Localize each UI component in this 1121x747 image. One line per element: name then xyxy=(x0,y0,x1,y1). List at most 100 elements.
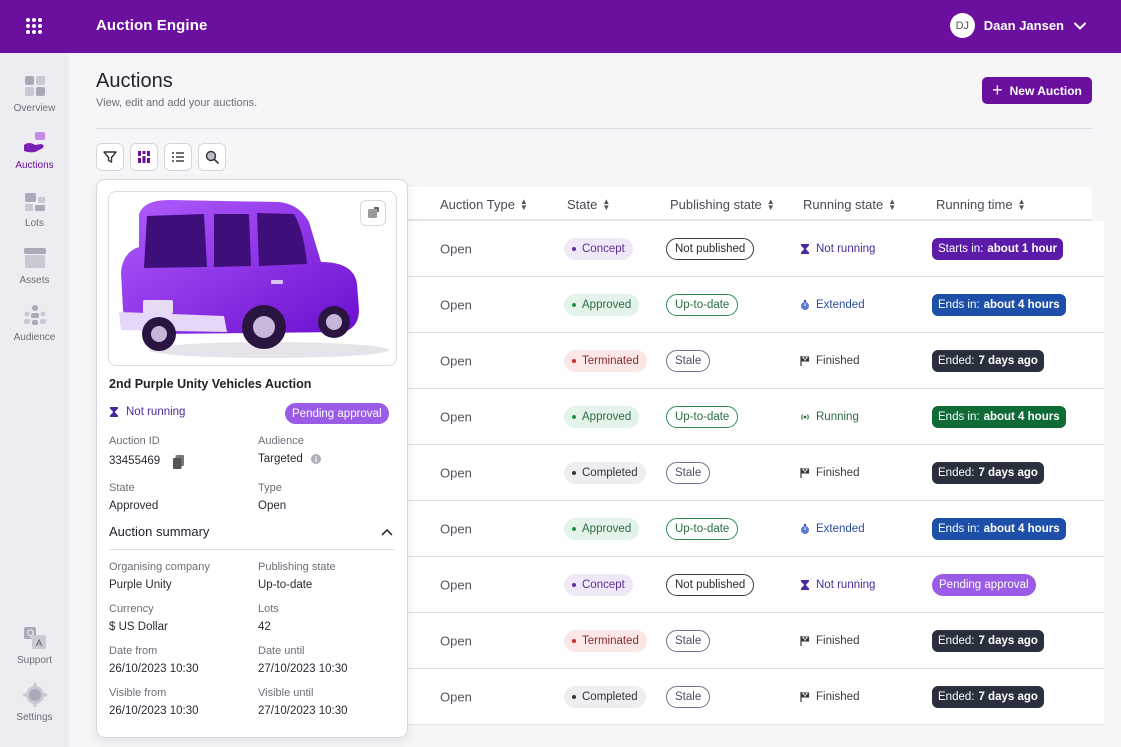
visible-from-label: Visible from xyxy=(109,687,167,699)
column-running-state[interactable]: Running state ▲ ▼ xyxy=(803,196,897,212)
finish-flag-icon xyxy=(800,691,810,702)
user-menu[interactable]: DJ Daan Jansen xyxy=(949,13,1087,38)
running-state: Finished xyxy=(800,635,859,647)
summary-divider xyxy=(109,549,395,550)
app-grid-icon[interactable] xyxy=(26,18,42,34)
lots-icon xyxy=(24,193,45,211)
audience-value: Targeted xyxy=(258,453,303,465)
column-auction-type[interactable]: Auction Type ▲ ▼ xyxy=(440,196,528,212)
visible-from-value: 26/10/2023 10:30 xyxy=(109,705,199,717)
state-badge: Concept xyxy=(564,237,633,260)
auction-type: Open xyxy=(440,521,472,536)
image-edit-icon xyxy=(368,207,379,218)
publishing-badge: Not published xyxy=(666,237,755,260)
audience-icon xyxy=(23,305,46,325)
auction-type: Open xyxy=(440,577,472,592)
sidebar-item-label: Audience xyxy=(13,332,56,343)
sort-icon: ▲ ▼ xyxy=(519,196,528,212)
date-from-label: Date from xyxy=(109,645,158,657)
finish-flag-icon xyxy=(800,355,810,366)
currency-value: $ US Dollar xyxy=(109,621,168,633)
state-badge: Terminated xyxy=(564,349,647,372)
running-time-badge: Ended: 7 days ago xyxy=(932,461,1044,484)
finish-flag-icon xyxy=(800,467,810,478)
auction-id-label: Auction ID xyxy=(109,435,160,447)
state-badge: Approved xyxy=(564,405,640,428)
running-time-badge: Ended: 7 days ago xyxy=(932,349,1044,372)
running-time-badge: Ends in: about 4 hours xyxy=(932,517,1066,540)
running-state: Extended xyxy=(800,523,865,535)
audience-label: Audience xyxy=(258,435,304,447)
stopwatch-icon xyxy=(801,523,809,534)
auction-type: Open xyxy=(440,633,472,648)
stopwatch-icon xyxy=(801,299,809,310)
state-badge: Concept xyxy=(564,573,633,596)
search-button[interactable] xyxy=(198,143,226,171)
hourglass-icon xyxy=(801,243,809,254)
state-badge: Completed xyxy=(564,461,646,484)
new-auction-button[interactable]: + New Auction xyxy=(982,77,1092,104)
running-time-badge: Pending approval xyxy=(932,573,1036,596)
type-value: Open xyxy=(258,500,287,512)
auction-summary-toggle[interactable]: Auction summary xyxy=(109,524,393,539)
svg-text:Q: Q xyxy=(27,628,34,638)
publishing-badge: Stale xyxy=(666,629,711,652)
auction-type: Open xyxy=(440,689,472,704)
page-title: Auctions xyxy=(96,70,173,92)
car-image xyxy=(119,200,389,358)
support-icon: Q A xyxy=(23,627,46,649)
auction-image xyxy=(108,191,397,366)
date-until-value: 27/10/2023 10:30 xyxy=(258,663,348,675)
currency-label: Currency xyxy=(109,603,154,615)
header-divider xyxy=(96,128,1092,129)
sidebar-item-overview[interactable]: Overview xyxy=(0,74,69,114)
info-icon[interactable] xyxy=(311,454,321,464)
plus-icon: + xyxy=(992,79,1003,100)
sidebar-item-auctions[interactable]: Auctions xyxy=(0,131,69,171)
state-value: Approved xyxy=(109,500,159,512)
column-publishing-state[interactable]: Publishing state ▲ ▼ xyxy=(670,196,775,212)
column-running-time[interactable]: Running time ▲ ▼ xyxy=(936,196,1026,212)
publishing-badge: Up-to-date xyxy=(666,405,739,428)
app-title: Auction Engine xyxy=(96,17,208,34)
publishing-badge: Stale xyxy=(666,461,711,484)
filter-icon xyxy=(103,151,117,163)
avatar: DJ xyxy=(949,13,975,38)
visible-until-label: Visible until xyxy=(258,687,314,699)
publishing-badge: Stale xyxy=(666,349,711,372)
sidebar-item-label: Lots xyxy=(25,218,44,229)
search-icon xyxy=(205,150,219,164)
columns-icon xyxy=(138,151,150,163)
list-view-button[interactable] xyxy=(164,143,192,171)
running-time-badge: Ends in: about 4 hours xyxy=(932,293,1066,316)
sidebar-item-assets[interactable]: Assets xyxy=(0,246,69,286)
running-state: Not running xyxy=(800,579,875,591)
publishing-badge: Up-to-date xyxy=(666,293,739,316)
lots-value: 42 xyxy=(258,621,271,633)
filter-button[interactable] xyxy=(96,143,124,171)
finish-flag-icon xyxy=(800,635,810,646)
publishing-badge: Up-to-date xyxy=(666,517,739,540)
sort-icon: ▲ ▼ xyxy=(766,196,775,212)
sidebar-item-support[interactable]: Q A Support xyxy=(0,626,69,666)
hourglass-icon xyxy=(110,407,118,417)
sidebar-item-label: Auctions xyxy=(15,160,54,171)
columns-button[interactable] xyxy=(130,143,158,171)
replace-image-button[interactable] xyxy=(360,200,386,226)
list-icon xyxy=(172,152,184,162)
column-state[interactable]: State ▲ ▼ xyxy=(567,196,611,212)
running-time-badge: Ended: 7 days ago xyxy=(932,629,1044,652)
sidebar-item-lots[interactable]: Lots xyxy=(0,189,69,229)
summary-title: Auction summary xyxy=(109,524,210,539)
state-badge: Terminated xyxy=(564,629,647,652)
sidebar-item-audience[interactable]: Audience xyxy=(0,303,69,343)
sort-icon: ▲ ▼ xyxy=(602,196,611,212)
sidebar-item-label: Settings xyxy=(16,712,53,723)
sidebar-item-settings[interactable]: Settings xyxy=(0,683,69,723)
copy-icon[interactable] xyxy=(173,455,184,469)
state-badge: Approved xyxy=(564,517,640,540)
running-time-badge: Starts in: about 1 hour xyxy=(932,237,1064,260)
running-state: Finished xyxy=(800,691,859,703)
auction-id-value: 33455469 xyxy=(109,455,161,467)
date-until-label: Date until xyxy=(258,645,305,657)
